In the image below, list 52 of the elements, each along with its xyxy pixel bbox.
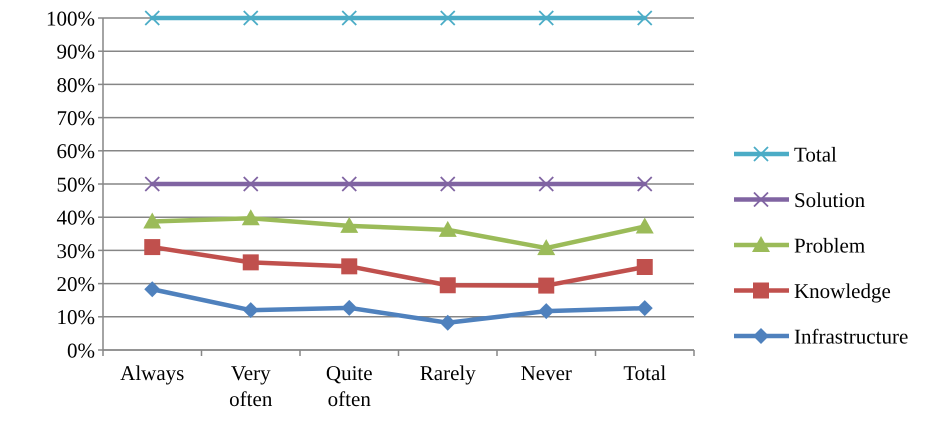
point bbox=[636, 259, 653, 275]
point bbox=[242, 209, 260, 226]
y-tick-label: 60% bbox=[56, 139, 95, 164]
y-tick-label: 70% bbox=[56, 106, 95, 130]
legend-label: Infrastructure bbox=[794, 324, 908, 348]
legend-label: Solution bbox=[794, 188, 866, 212]
point bbox=[341, 176, 358, 192]
point bbox=[242, 302, 259, 318]
x-tick-label: Total bbox=[623, 361, 666, 385]
legend-label: Knowledge bbox=[794, 278, 891, 303]
point bbox=[242, 10, 259, 26]
point bbox=[341, 258, 358, 274]
point bbox=[242, 176, 259, 192]
point bbox=[144, 176, 160, 192]
x-tick-label: Never bbox=[520, 361, 572, 385]
y-tick-label: 10% bbox=[56, 305, 95, 330]
point bbox=[340, 216, 358, 233]
y-tick-label: 100% bbox=[46, 6, 95, 30]
point bbox=[636, 10, 653, 26]
x-tick-label: Very often bbox=[229, 361, 273, 411]
point bbox=[440, 277, 456, 294]
point bbox=[341, 300, 358, 316]
point bbox=[242, 254, 259, 270]
legend-label: Problem bbox=[794, 233, 866, 258]
y-tick-label: 80% bbox=[56, 72, 95, 97]
point bbox=[537, 239, 556, 256]
point bbox=[636, 300, 653, 316]
point bbox=[440, 314, 456, 331]
x-tick-label: Quite often bbox=[326, 361, 373, 411]
point bbox=[440, 176, 456, 192]
x-tick-label: Always bbox=[120, 361, 184, 385]
point bbox=[636, 217, 654, 234]
y-tick-label: 50% bbox=[56, 172, 95, 196]
x-tick-label: Rarely bbox=[420, 361, 476, 385]
y-tick-label: 40% bbox=[56, 206, 95, 230]
point bbox=[538, 176, 554, 192]
point bbox=[538, 278, 554, 294]
point bbox=[538, 10, 554, 26]
point bbox=[440, 10, 456, 26]
point bbox=[438, 220, 457, 237]
point bbox=[144, 239, 160, 256]
point bbox=[538, 303, 554, 320]
y-tick-label: 20% bbox=[56, 272, 95, 296]
y-tick-label: 30% bbox=[56, 238, 95, 263]
point bbox=[341, 10, 358, 26]
point bbox=[144, 10, 160, 26]
point bbox=[636, 176, 653, 192]
y-tick-label: 0% bbox=[67, 338, 95, 362]
y-tick-label: 90% bbox=[56, 40, 95, 64]
point bbox=[144, 281, 160, 298]
legend-label: Total bbox=[794, 142, 838, 166]
point bbox=[143, 212, 162, 229]
